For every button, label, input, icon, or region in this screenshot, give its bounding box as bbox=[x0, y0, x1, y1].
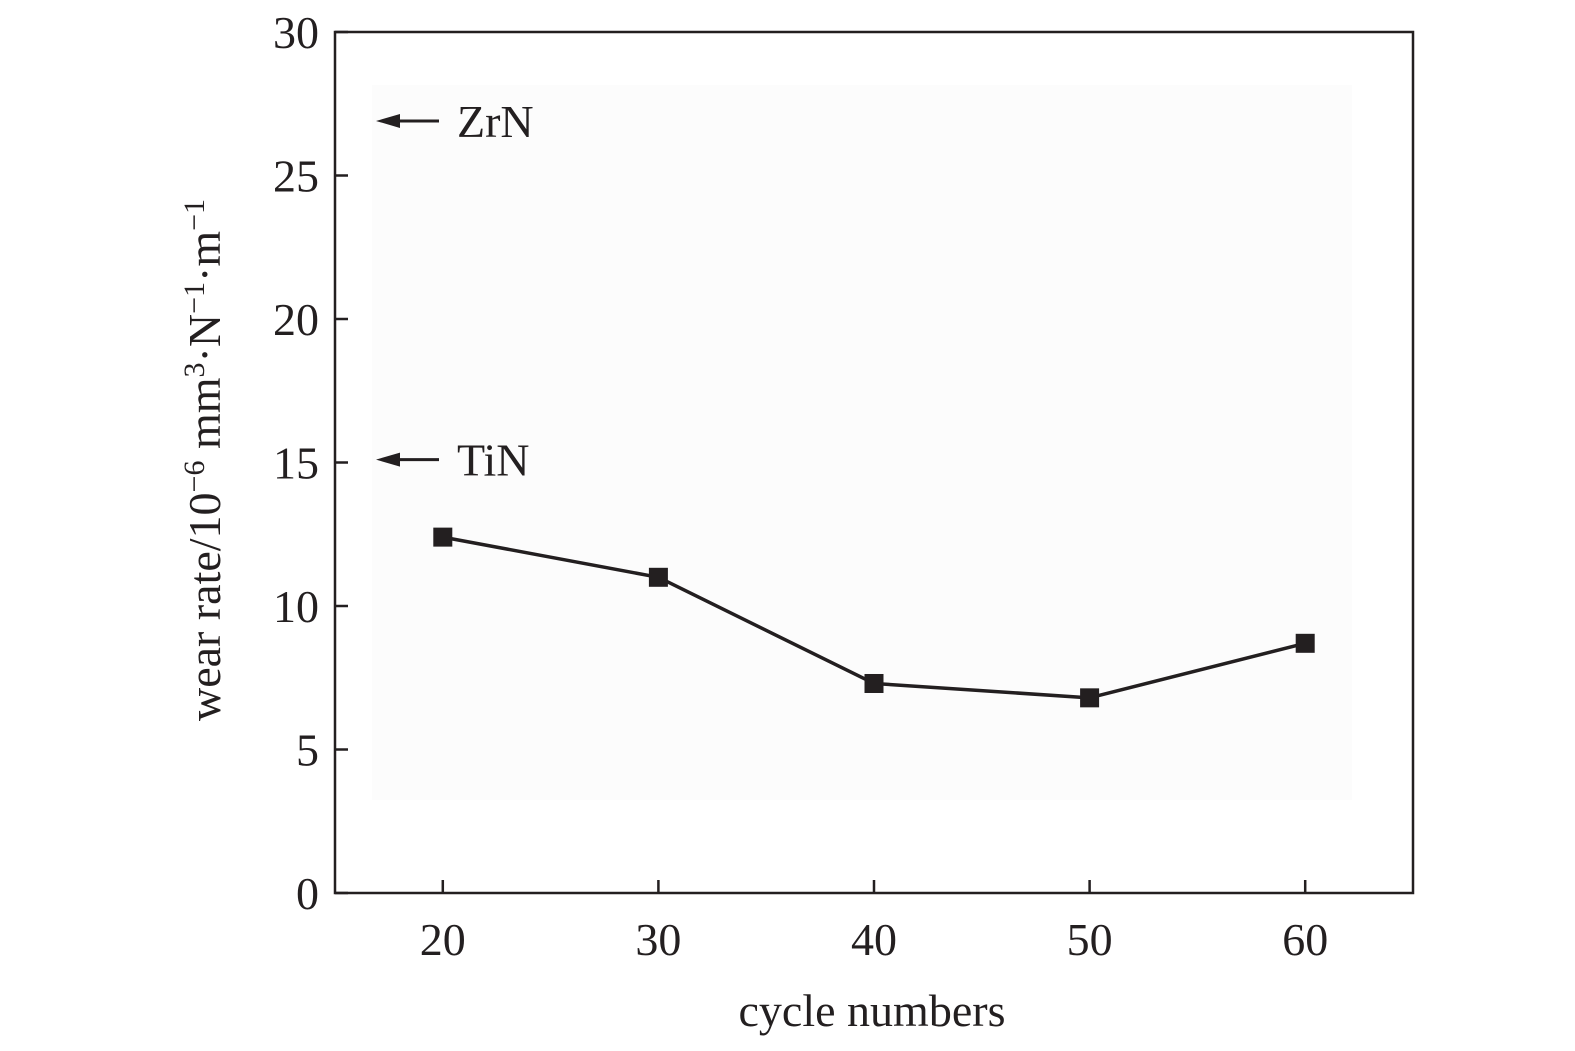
y-tick-label: 30 bbox=[273, 7, 319, 58]
x-tick-label: 40 bbox=[851, 914, 897, 965]
x-tick-label: 60 bbox=[1282, 914, 1328, 965]
series-layer bbox=[433, 527, 1315, 708]
annotation-label: TiN bbox=[457, 435, 529, 486]
data-point bbox=[648, 567, 668, 587]
y-axis: 0 5 10 15 20 25 30 bbox=[273, 7, 348, 919]
annotation-arrow-head bbox=[376, 452, 400, 467]
x-tick-label: 50 bbox=[1067, 914, 1113, 965]
y-title-mid2: ·N bbox=[179, 314, 230, 363]
x-axis: 20 30 40 50 60 bbox=[420, 880, 1328, 965]
data-point bbox=[433, 527, 453, 547]
y-title-exp4: −1 bbox=[178, 199, 211, 231]
data-point bbox=[1295, 633, 1315, 653]
x-tick-label: 20 bbox=[420, 914, 466, 965]
data-point bbox=[864, 673, 884, 693]
annotations: ZrN TiN bbox=[376, 96, 534, 486]
data-point bbox=[1080, 688, 1100, 708]
y-tick-label: 20 bbox=[273, 294, 319, 345]
y-title-prefix: wear rate/10 bbox=[179, 492, 230, 721]
y-tick-label: 10 bbox=[273, 581, 319, 632]
y-tick-label: 5 bbox=[296, 725, 319, 776]
y-title-exp1: −6 bbox=[178, 461, 211, 493]
annotation-label: ZrN bbox=[457, 96, 534, 147]
x-tick-label: 30 bbox=[635, 914, 681, 965]
y-tick-label: 0 bbox=[296, 868, 319, 919]
y-title-mid3: ·m bbox=[179, 231, 230, 282]
plot-inner-tint bbox=[372, 85, 1352, 800]
y-tick-label: 15 bbox=[273, 438, 319, 489]
y-title-exp2: 3 bbox=[178, 362, 211, 377]
y-title-exp3: −1 bbox=[178, 282, 211, 314]
y-title-mid1: mm bbox=[179, 377, 230, 460]
x-axis-title: cycle numbers bbox=[739, 985, 1006, 1036]
y-tick-label: 25 bbox=[273, 151, 319, 202]
annotation-arrow-head bbox=[376, 113, 400, 128]
y-axis-title: wear rate/10−6 mm3·N−1·m−1 bbox=[178, 199, 231, 721]
